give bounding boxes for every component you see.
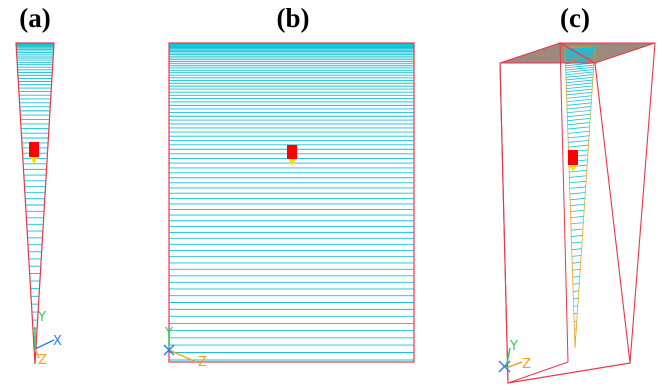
panel-c-edge-bottom-back xyxy=(507,361,569,384)
panel-c-layer-line xyxy=(572,261,581,264)
panel-c-edge-mid xyxy=(594,62,631,364)
panel-c-layer-line xyxy=(568,139,589,143)
axis-x-label: X xyxy=(53,334,62,349)
panel-c-layer-line xyxy=(567,110,591,114)
panel-label-b: (b) xyxy=(276,3,310,33)
panel-c-layer-line xyxy=(569,169,587,173)
panel-c-layer-line xyxy=(569,175,587,178)
panel-c-layer-line xyxy=(566,95,592,99)
panel-c-layer-line xyxy=(570,209,585,213)
panel-c-layer-line xyxy=(567,122,591,126)
panel-c-layer-line xyxy=(565,48,595,53)
panel-c-layer-line xyxy=(566,79,593,84)
panel-c-layer-line xyxy=(567,113,591,118)
yellow-tip-icon xyxy=(288,159,296,166)
panel-c-layer-line xyxy=(566,82,593,86)
axis-z-label: Z xyxy=(198,355,207,370)
panel-b-layer-lines xyxy=(169,42,414,361)
panel-c-layer-line xyxy=(565,51,595,56)
panel-c-layer-line xyxy=(571,255,582,257)
panel-c-layer-line xyxy=(565,53,595,58)
panel-c-layer-line xyxy=(565,50,595,55)
panel-b: Y Z X xyxy=(163,42,415,370)
yellow-tip-icon xyxy=(30,157,38,164)
panel-c-layer-line xyxy=(565,69,594,73)
axis-z-label: Z xyxy=(522,357,531,372)
panel-c-layer-line xyxy=(570,222,584,225)
panel-b-outline xyxy=(168,42,415,363)
red-block-icon xyxy=(568,150,578,165)
panel-c-layer-line xyxy=(566,88,593,93)
yellow-tip-icon xyxy=(569,165,577,172)
axis-y-label: Y xyxy=(37,310,46,325)
panel-c: Y Z X xyxy=(498,42,656,384)
panel-c-layer-line xyxy=(567,118,591,122)
panel-c-layer-line xyxy=(567,135,590,139)
panel-label-a: (a) xyxy=(19,3,51,33)
panel-c-layer-line xyxy=(571,235,583,237)
panel-c-layer-line xyxy=(565,71,594,76)
panel-c-layer-line xyxy=(564,47,595,52)
panel-c-layer-line xyxy=(566,98,592,103)
axis-y-label: Y xyxy=(164,326,173,341)
panel-c-layer-line xyxy=(566,106,592,110)
panel-c-layer-line xyxy=(571,241,583,244)
panel-c-layer-line xyxy=(565,57,595,61)
panel-c-layer-line xyxy=(570,216,584,219)
panel-c-layer-line xyxy=(572,276,580,278)
panel-a-outline xyxy=(15,42,55,365)
panel-c-layer-line xyxy=(566,102,592,106)
panel-c-edge-bottom xyxy=(507,362,631,384)
panel-c-layer-line xyxy=(569,180,587,184)
panel-c-layer-line xyxy=(573,290,579,292)
axis-triad-icon: Y Z X xyxy=(498,339,531,373)
red-block-icon xyxy=(29,142,39,157)
panel-c-edge-back xyxy=(559,42,569,363)
panel-c-layer-line xyxy=(569,186,586,189)
panel-c-layer-line xyxy=(565,49,595,54)
panel-c-layer-line xyxy=(572,283,580,285)
axis-triad-icon: Y X Z xyxy=(34,310,62,368)
panel-c-layer-line xyxy=(569,192,586,195)
panel-c-layer-line xyxy=(565,76,594,81)
panel-c-layer-line xyxy=(567,130,590,134)
red-block-icon xyxy=(287,145,297,159)
panel-c-layer-line xyxy=(566,91,593,96)
axis-z-label: Z xyxy=(38,353,47,368)
panel-c-layer-line xyxy=(565,66,594,71)
panel-c-layer-line xyxy=(571,248,582,251)
panel-c-layer-line xyxy=(569,197,585,201)
panel-c-layer-line xyxy=(568,144,589,148)
panel-c-layer-line xyxy=(566,85,593,89)
panel-a: Y X Z xyxy=(15,42,62,368)
panel-c-layer-lines xyxy=(564,46,596,346)
panel-c-layer-line xyxy=(565,64,594,69)
panel-c-layer-line xyxy=(571,228,583,231)
panel-a-layer-lines xyxy=(16,42,54,363)
panel-c-layer-line xyxy=(565,74,594,78)
panel-c-layer-line xyxy=(565,47,595,52)
panel-c-edge-left xyxy=(499,62,509,384)
panel-c-layer-line xyxy=(567,126,590,130)
panel-c-inner-wedge-edge xyxy=(564,46,596,349)
panel-c-layer-line xyxy=(565,55,595,60)
panel-c-layer-line xyxy=(570,203,585,207)
axis-y-label: Y xyxy=(509,339,518,354)
panel-c-layer-line xyxy=(572,268,581,271)
axis-triad-icon: Y Z X xyxy=(163,326,207,370)
panel-label-c: (c) xyxy=(560,3,590,33)
